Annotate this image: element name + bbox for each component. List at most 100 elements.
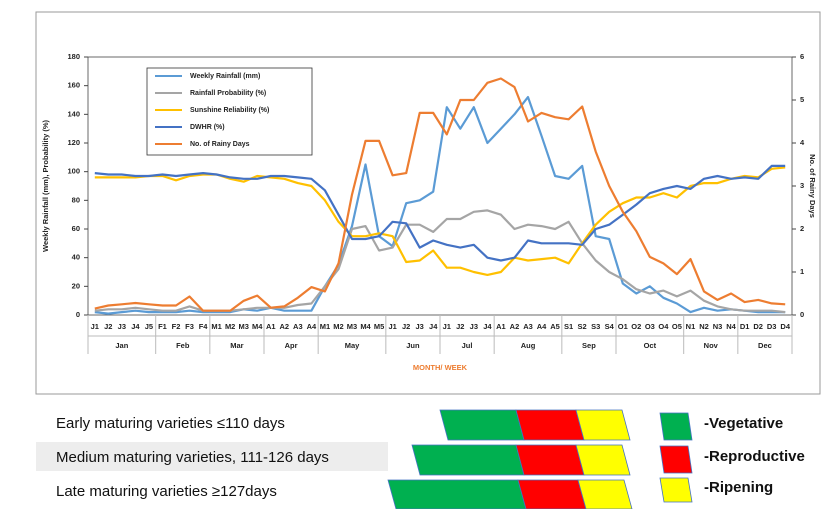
- x-tick-label: J3: [416, 322, 424, 331]
- x-tick-label: A1: [496, 322, 506, 331]
- phase-vegetative: [411, 444, 525, 476]
- maturity-row: Late maturing varieties ≥127days: [56, 483, 277, 500]
- phase-reproductive: [517, 479, 587, 509]
- x-group-label: Jun: [406, 341, 420, 350]
- y-axis-title: Weekly Rainfall (mm), Probability (%): [41, 120, 50, 252]
- x-tick-label: O1: [618, 322, 628, 331]
- x-tick-label: D4: [780, 322, 790, 331]
- x-tick-label: A2: [280, 322, 290, 331]
- x-tick-label: O5: [672, 322, 682, 331]
- y-tick-label: 100: [67, 167, 80, 176]
- x-tick-label: S3: [591, 322, 600, 331]
- y-tick-label: 60: [72, 224, 80, 233]
- series-line: [94, 164, 786, 262]
- x-tick-label: J2: [456, 322, 464, 331]
- x-tick-label: M1: [211, 322, 221, 331]
- y2-tick-label: 6: [800, 52, 804, 61]
- x-tick-label: N1: [686, 322, 696, 331]
- y-tick-label: 120: [67, 138, 80, 147]
- phase-ripening: [575, 409, 631, 441]
- maturity-row: Early maturing varieties ≤110 days: [56, 415, 285, 432]
- legend-label: Weekly Rainfall (mm): [190, 73, 260, 80]
- y-tick-label: 20: [72, 281, 80, 290]
- y2-tick-label: 2: [800, 224, 804, 233]
- x-group-label: Jul: [462, 341, 473, 350]
- key-label: -Vegetative: [704, 415, 783, 432]
- x-group-label: Apr: [285, 341, 298, 350]
- legend-label: Rainfall Probability (%): [190, 90, 266, 97]
- y2-axis-title: No. of Rainy Days: [808, 154, 817, 218]
- x-tick-label: F1: [158, 322, 167, 331]
- x-tick-label: N2: [699, 322, 709, 331]
- phase-reproductive: [515, 409, 585, 441]
- x-tick-label: J5: [145, 322, 153, 331]
- x-tick-label: N3: [713, 322, 723, 331]
- phase-vegetative: [387, 479, 527, 509]
- x-tick-label: J1: [91, 322, 99, 331]
- x-tick-label: J2: [402, 322, 410, 331]
- series-line: [94, 96, 786, 315]
- x-tick-label: F2: [172, 322, 181, 331]
- x-group-label: Nov: [704, 341, 719, 350]
- x-tick-label: M2: [225, 322, 235, 331]
- x-tick-label: D3: [767, 322, 777, 331]
- y-tick-label: 180: [67, 52, 80, 61]
- x-tick-label: M1: [320, 322, 330, 331]
- x-tick-label: M3: [238, 322, 248, 331]
- x-tick-label: F4: [199, 322, 209, 331]
- phase-ripening: [577, 479, 633, 509]
- y-tick-label: 0: [76, 310, 80, 319]
- key-ripening: [659, 477, 693, 503]
- x-group-label: Aug: [521, 341, 536, 350]
- x-tick-label: A5: [550, 322, 560, 331]
- x-tick-label: M2: [333, 322, 343, 331]
- x-group-label: Mar: [230, 341, 243, 350]
- x-tick-label: A3: [523, 322, 533, 331]
- row-shade: [36, 442, 388, 471]
- x-tick-label: A4: [537, 322, 547, 331]
- x-tick-label: J2: [104, 322, 112, 331]
- x-tick-label: J4: [429, 322, 438, 331]
- x-tick-label: J1: [388, 322, 396, 331]
- series-line: [94, 77, 786, 312]
- key-vegetative: [659, 412, 693, 441]
- x-group-label: May: [345, 341, 360, 350]
- x-tick-label: D2: [753, 322, 763, 331]
- key-reproductive: [659, 445, 693, 474]
- phase-vegetative: [439, 409, 525, 441]
- x-tick-label: J4: [483, 322, 492, 331]
- y2-tick-label: 1: [800, 267, 804, 276]
- y2-tick-label: 3: [800, 181, 804, 190]
- key-label: -Reproductive: [704, 448, 805, 465]
- y2-tick-label: 4: [800, 138, 805, 147]
- x-tick-label: N4: [726, 322, 736, 331]
- y2-tick-label: 5: [800, 95, 804, 104]
- x-tick-label: J3: [118, 322, 126, 331]
- y-tick-label: 80: [72, 195, 80, 204]
- y-tick-label: 40: [72, 253, 80, 262]
- x-tick-label: O4: [658, 322, 669, 331]
- x-tick-label: S4: [605, 322, 615, 331]
- phase-ripening: [575, 444, 631, 476]
- legend-box: [146, 67, 313, 156]
- y-tick-label: 160: [67, 81, 80, 90]
- x-group-label: Sep: [582, 341, 596, 350]
- key-label: -Ripening: [704, 479, 773, 496]
- x-axis-title: MONTH/ WEEK: [413, 363, 468, 372]
- x-tick-label: J1: [443, 322, 451, 331]
- maturity-row: Medium maturing varieties, 111-126 days: [56, 449, 329, 466]
- x-tick-label: A4: [307, 322, 317, 331]
- legend-label: Sunshine Reliability (%): [190, 107, 269, 114]
- x-tick-label: A3: [293, 322, 303, 331]
- x-tick-label: S2: [578, 322, 587, 331]
- x-tick-label: D1: [740, 322, 750, 331]
- y-tick-label: 140: [67, 109, 80, 118]
- x-tick-label: M3: [347, 322, 357, 331]
- y2-tick-label: 0: [800, 310, 804, 319]
- x-group-label: Oct: [644, 341, 657, 350]
- x-tick-label: S1: [564, 322, 573, 331]
- x-tick-label: A2: [510, 322, 520, 331]
- x-group-label: Jan: [115, 341, 128, 350]
- x-tick-label: F3: [185, 322, 194, 331]
